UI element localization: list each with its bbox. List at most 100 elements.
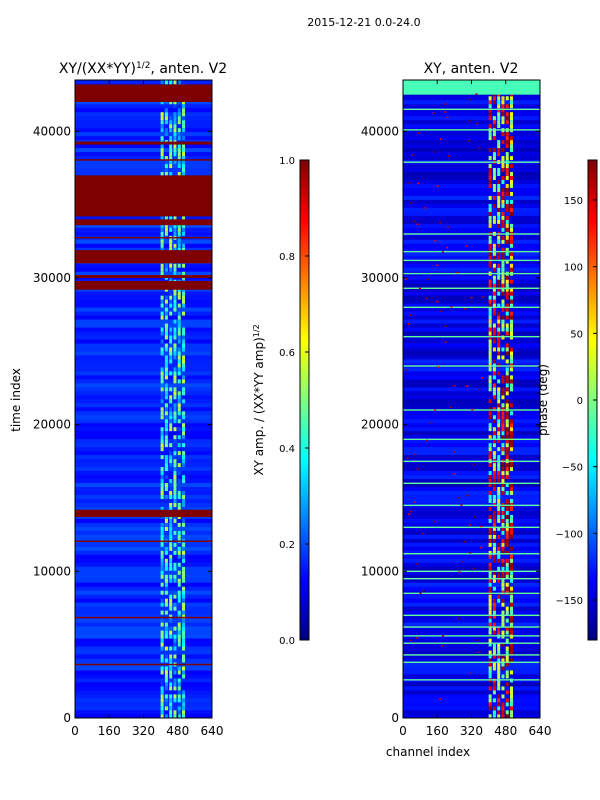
colorbar2-label: phase (deg) (536, 364, 550, 436)
heatmap-bright-cell (505, 450, 509, 456)
heatmap-bright-cell (501, 658, 505, 663)
heatmap-row (75, 458, 212, 464)
heatmap-row (403, 99, 540, 105)
heatmap-bright-cell (510, 402, 514, 408)
heatmap-bright-cell (169, 387, 173, 392)
heatmap-row (403, 646, 540, 651)
heatmap-bright-cell (164, 167, 168, 173)
heatmap-bright-cell (501, 203, 505, 208)
heatmap-bright-cell (177, 247, 181, 252)
heatmap-bright-cell (182, 247, 186, 252)
heatmap-bright-cell (177, 303, 181, 308)
heatmap-bright-cell (492, 550, 496, 555)
colorbar1-tick-label: 0.0 (279, 636, 295, 647)
heatmap-bright-cell (501, 570, 505, 575)
heatmap-bright-cell (182, 299, 186, 304)
heatmap-bright-cell (497, 434, 501, 440)
heatmap-bright-cell (497, 395, 501, 400)
heatmap-bright-cell (173, 650, 177, 655)
heatmap-bright-cell (173, 327, 177, 332)
phase-speckle (470, 296, 473, 299)
heatmap-bright-cell (488, 674, 492, 679)
heatmap-bright-cell (177, 450, 181, 456)
heatmap-bright-cell (501, 275, 505, 280)
heatmap-bright-cell (160, 347, 164, 352)
heatmap-bright-cell (173, 618, 177, 623)
heatmap-bright-cell (510, 506, 514, 511)
heatmap-bright-cell (169, 478, 173, 484)
heatmap-bright-cell (177, 315, 181, 320)
heatmap-bright-cell (488, 534, 492, 539)
phase-speckle (475, 93, 478, 95)
heatmap-bright-cell (505, 275, 509, 280)
flag-line (403, 460, 540, 463)
heatmap-row (403, 410, 540, 416)
heatmap-bright-cell (501, 538, 505, 543)
heatmap-bright-cell (492, 243, 496, 248)
heatmap-bright-cell (510, 530, 514, 535)
heatmap-row (403, 299, 540, 304)
heatmap-bright-cell (164, 586, 168, 591)
heatmap-row (75, 223, 212, 228)
heatmap-bright-cell (173, 642, 177, 647)
heatmap-bright-cell (182, 127, 186, 133)
heatmap-bright-cell (488, 179, 492, 184)
heatmap-bright-cell (510, 558, 514, 563)
heatmap-row (403, 327, 540, 332)
heatmap-bright-cell (492, 498, 496, 503)
heatmap-bright-cell (488, 223, 492, 228)
heatmap-bright-cell (505, 207, 509, 212)
heatmap-bright-cell (492, 418, 496, 424)
heatmap-bright-cell (492, 434, 496, 440)
phase-speckle (460, 504, 463, 506)
heatmap-bright-cell (488, 694, 492, 699)
heatmap-bright-cell (160, 474, 164, 480)
heatmap-bright-cell (501, 526, 505, 531)
x-tick-label: 640 (529, 724, 552, 738)
heatmap-bright-cell (505, 163, 509, 169)
heatmap-bright-cell (169, 371, 173, 376)
heatmap-bright-cell (182, 135, 186, 141)
heatmap-row (403, 379, 540, 384)
heatmap-row (75, 606, 212, 611)
heatmap-bright-cell (177, 714, 181, 718)
figure-suptitle: 2015-12-21 0.0-24.0 (307, 16, 420, 29)
heatmap-row (403, 139, 540, 145)
heatmap-bright-cell (182, 223, 186, 228)
heatmap-bright-cell (182, 107, 186, 113)
heatmap-bright-cell (169, 422, 173, 428)
heatmap-bright-cell (164, 223, 168, 228)
heatmap-row (75, 494, 212, 499)
heatmap-bright-cell (501, 291, 505, 296)
heatmap-bright-cell (182, 458, 186, 464)
heatmap-bright-cell (510, 498, 514, 503)
heatmap-bright-cell (173, 367, 177, 372)
heatmap-bright-cell (160, 522, 164, 527)
heatmap-bright-cell (173, 490, 177, 495)
heatmap-bright-cell (510, 434, 514, 440)
heatmap-bright-cell (492, 518, 496, 523)
heatmap-bright-cell (510, 375, 514, 380)
heatmap-bright-cell (505, 470, 509, 476)
saturated-band (75, 84, 212, 102)
heatmap-bright-cell (164, 486, 168, 492)
phase-speckle (462, 560, 465, 563)
heatmap-bright-cell (497, 478, 501, 484)
heatmap-bright-cell (510, 438, 514, 444)
heatmap-bright-cell (492, 430, 496, 436)
heatmap-row (403, 95, 540, 101)
heatmap-bright-cell (492, 406, 496, 412)
heatmap-bright-cell (164, 626, 168, 631)
heatmap-bright-cell (510, 379, 514, 384)
heatmap-row (75, 710, 212, 715)
heatmap-bright-cell (160, 391, 164, 396)
heatmap-bright-cell (510, 103, 514, 109)
heatmap-bright-cell (497, 514, 501, 519)
heatmap-bright-cell (510, 199, 514, 204)
heatmap-bright-cell (497, 187, 501, 192)
heatmap-bright-cell (173, 646, 177, 651)
heatmap-row (403, 426, 540, 432)
heatmap-bright-cell (510, 578, 514, 583)
heatmap-bright-cell (173, 115, 177, 121)
heatmap-row (403, 582, 540, 587)
